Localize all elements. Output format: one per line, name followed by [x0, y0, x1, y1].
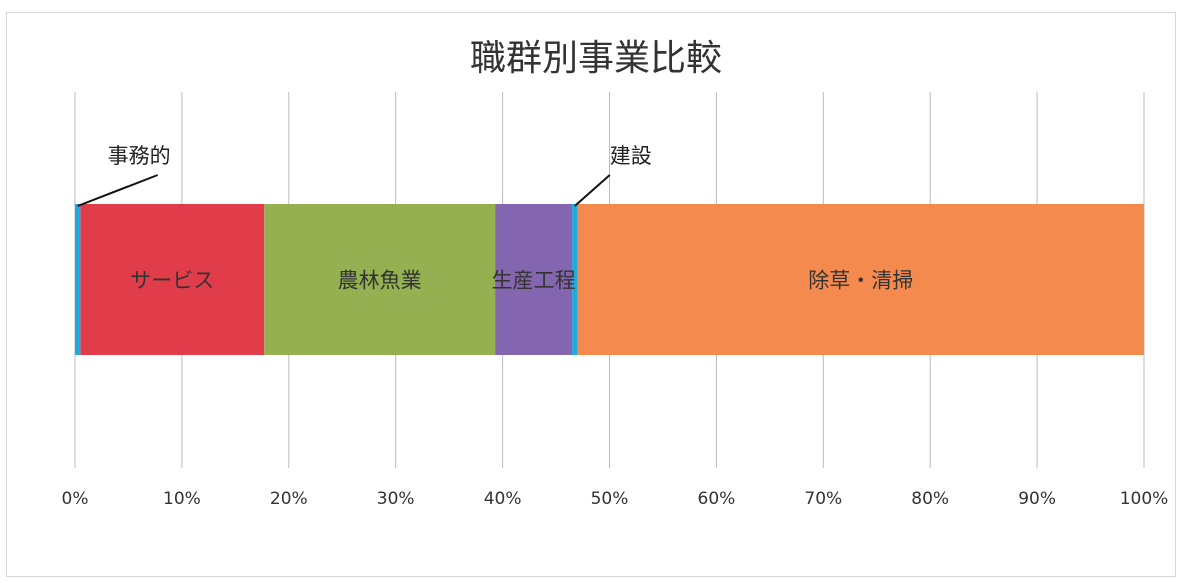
- bar-segment: [572, 204, 578, 355]
- bar-segment: [75, 204, 81, 355]
- x-tick-label: 10%: [163, 489, 201, 509]
- callout-label: 建設: [610, 144, 652, 168]
- x-tick-label: 30%: [377, 489, 415, 509]
- x-tick-label: 0%: [62, 489, 89, 509]
- callout-line: [77, 174, 159, 207]
- x-tick-label: 50%: [591, 489, 629, 509]
- x-tick-label: 90%: [1018, 489, 1056, 509]
- segment-label: 農林魚業: [338, 269, 422, 293]
- bar-segment: [577, 204, 1144, 355]
- x-tick-label: 70%: [804, 489, 842, 509]
- segment-label: 生産工程: [492, 269, 576, 293]
- x-tick-label: 20%: [270, 489, 308, 509]
- segment-label: 除草・清掃: [808, 269, 913, 293]
- x-tick-label: 80%: [911, 489, 949, 509]
- callout-label: 事務的: [108, 144, 171, 168]
- bar-segment: [495, 204, 573, 355]
- x-tick-label: 100%: [1120, 489, 1169, 509]
- segment-label: サービス: [130, 269, 214, 293]
- callout-line: [574, 174, 611, 207]
- x-tick-label: 60%: [698, 489, 736, 509]
- chart-title: 職群別事業比較: [470, 38, 722, 79]
- bar-segment: [264, 204, 496, 355]
- bar-segment: [80, 204, 265, 355]
- x-tick-label: 40%: [484, 489, 522, 509]
